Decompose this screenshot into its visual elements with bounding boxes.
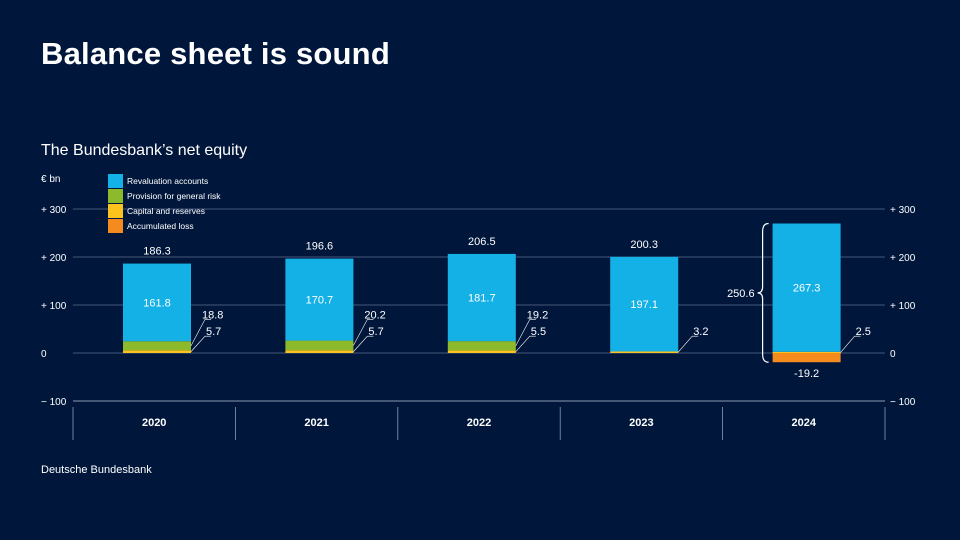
total-brace [757,222,769,363]
data-label-capital: 3.2 [693,326,708,338]
bar-revaluation [447,253,516,342]
bar-capital-reserves [772,351,841,353]
leader-line-provision [515,319,536,346]
bar-provision [123,341,191,351]
data-label-total: 200.3 [630,239,658,251]
leader-line-capital [677,335,699,353]
legend-swatch [108,189,123,203]
data-label-revaluation: 197.1 [630,299,658,311]
legend-label: Accumulated loss [127,221,194,231]
bar-capital-reserves [610,351,679,353]
legend-label: Provision for general risk [127,191,221,201]
leader-line-capital [353,335,374,352]
bar-revaluation [610,256,679,352]
legend-swatch [108,174,123,188]
category-label: 2023 [629,417,653,429]
source-note: Deutsche Bundesbank [41,464,152,476]
data-label-total: 196.6 [306,241,334,253]
bar-revaluation [123,263,191,342]
data-label-loss: -19.2 [794,368,819,380]
category-label: 2021 [304,417,328,429]
bar-capital-reserves [285,350,354,353]
leader-line-capital [515,335,536,352]
category-label: 2020 [142,417,166,429]
legend-label: Capital and reserves [127,206,205,216]
bar-accumulated-loss [772,353,841,363]
y-tick-label-left: + 200 [41,253,67,264]
y-tick-label-left: + 300 [41,205,67,216]
bar-provision [447,341,516,351]
data-label-provision: 19.2 [527,309,548,321]
legend-swatch [108,219,123,233]
data-label-revaluation: 170.7 [306,295,334,307]
y-tick-label-left: 0 [41,349,47,360]
data-label-total: 186.3 [143,246,171,258]
y-tick-label-right: 0 [890,349,896,360]
data-label-total: 250.6 [727,288,755,300]
data-label-revaluation: 161.8 [143,297,171,309]
slide-title: Balance sheet is sound [41,36,390,71]
bar-capital-reserves [447,350,516,353]
data-label-capital: 5.7 [368,326,383,338]
data-label-provision: 18.8 [202,309,223,321]
leader-line-provision [190,319,211,346]
y-tick-label-right: − 100 [890,397,916,408]
data-label-provision: 20.2 [364,309,385,321]
category-label: 2022 [467,417,491,429]
legend-label: Revaluation accounts [127,176,208,186]
data-label-total: 206.5 [468,236,496,248]
bar-revaluation [772,223,841,352]
bar-provision [285,340,354,351]
data-label-revaluation: 267.3 [793,283,821,295]
bar-capital-reserves [123,350,191,353]
leader-line-provision [353,319,374,346]
category-label: 2024 [792,417,817,429]
data-label-capital: 2.5 [856,326,871,338]
bar-revaluation [285,258,354,341]
y-tick-label-left: + 100 [41,301,67,312]
y-tick-label-right: + 300 [890,205,916,216]
y-tick-label-right: + 100 [890,301,916,312]
leader-line-capital [190,335,211,352]
chart-title: The Bundesbank’s net equity [41,142,248,159]
data-label-capital: 5.5 [531,326,546,338]
unit-label: € bn [41,174,60,185]
data-label-revaluation: 181.7 [468,293,496,305]
data-label-capital: 5.7 [206,326,221,338]
legend-swatch [108,204,123,218]
y-tick-label-right: + 200 [890,253,916,264]
leader-line-capital [840,335,861,353]
y-tick-label-left: − 100 [41,397,67,408]
